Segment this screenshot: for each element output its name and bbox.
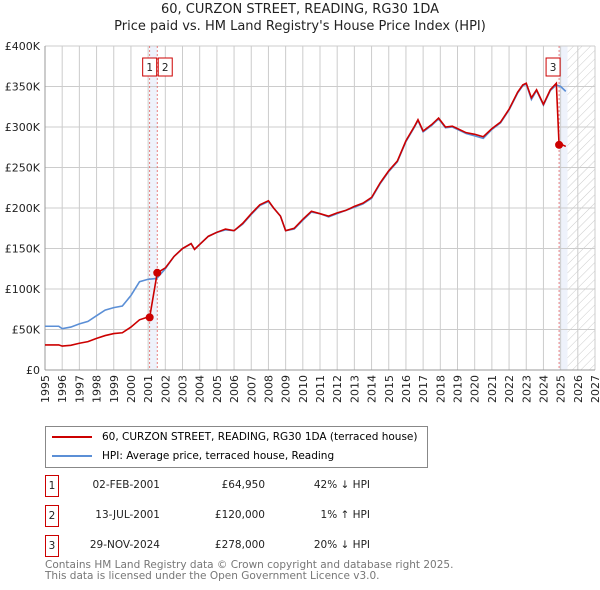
- sale-hpi-diff: 20% ↓ HPI: [313, 539, 370, 551]
- legend-label: HPI: Average price, terraced house, Read…: [102, 450, 335, 462]
- sale-date: 13-JUL-2001: [95, 509, 160, 521]
- x-tick-label: 2002: [159, 375, 172, 403]
- x-tick-label: 2022: [503, 375, 516, 403]
- y-tick-label: £150K: [5, 243, 41, 256]
- price-paid-line: [45, 81, 567, 347]
- x-tick-label: 2015: [383, 375, 396, 403]
- sale-label: 2: [162, 62, 169, 74]
- x-tick-label: 2001: [142, 375, 155, 403]
- legend-item-property: 60, CURZON STREET, READING, RG30 1DA (te…: [52, 429, 417, 445]
- chart-title: 60, CURZON STREET, READING, RG30 1DA: [160, 2, 440, 17]
- x-tick-label: 2007: [245, 375, 258, 403]
- legend-label: 60, CURZON STREET, READING, RG30 1DA (te…: [102, 431, 418, 443]
- sale-date: 29-NOV-2024: [89, 539, 160, 551]
- sale-price: £64,950: [221, 479, 265, 491]
- x-tick-label: 2024: [537, 375, 550, 403]
- sale-label-box: [545, 57, 561, 77]
- y-tick-label: £50K: [12, 324, 41, 337]
- sale-date: 02-FEB-2001: [92, 479, 160, 491]
- legend: 60, CURZON STREET, READING, RG30 1DA (te…: [45, 426, 428, 468]
- x-tick-label: 2008: [262, 375, 275, 403]
- x-tick-label: 2025: [555, 375, 568, 403]
- sale-number: 1: [45, 475, 59, 497]
- sale-label-box: [157, 57, 173, 77]
- x-tick-label: 2016: [400, 375, 413, 403]
- x-tick-label: 1998: [91, 375, 104, 403]
- sale-price: £120,000: [214, 509, 265, 521]
- footer-line: Contains HM Land Registry data © Crown c…: [45, 559, 454, 571]
- y-tick-label: £100K: [5, 283, 41, 296]
- x-tick-label: 1997: [73, 375, 86, 403]
- footer: Contains HM Land Registry data © Crown c…: [45, 560, 453, 582]
- x-tick-label: 2017: [417, 375, 430, 403]
- red-line-swatch: [52, 436, 92, 438]
- x-tick-label: 1999: [108, 375, 121, 403]
- sale-point: [145, 313, 154, 322]
- sale-number: 2: [45, 505, 59, 527]
- x-tick-label: 2009: [280, 375, 293, 403]
- price-chart: 1995 1996 1997 1998 1999 2000 2001 2002 2003 2004…: [5, 40, 600, 403]
- sale-label-box: [142, 57, 158, 77]
- hpi-line: [45, 82, 567, 330]
- sale-hpi-diff: 1% ↑ HPI: [320, 509, 370, 521]
- footer-line: This data is licensed under the Open Gov…: [45, 570, 380, 582]
- sale-point: [153, 268, 162, 277]
- y-tick-label: £250K: [5, 162, 41, 175]
- x-tick-label: 2000: [125, 375, 138, 403]
- y-tick-label: £350K: [5, 81, 41, 94]
- x-tick-label: 2023: [520, 375, 533, 403]
- sale-point: [555, 140, 564, 149]
- x-tick-label: 2018: [434, 375, 447, 403]
- x-tick-label: 2003: [177, 375, 190, 403]
- x-tick-label: 2013: [348, 375, 361, 403]
- blue-line-swatch: [52, 455, 92, 457]
- x-tick-label: 2004: [194, 375, 207, 403]
- x-tick-label: 2012: [331, 375, 344, 403]
- x-tick-label: 2005: [211, 375, 224, 403]
- x-tick-label: 2006: [228, 375, 241, 403]
- x-tick-label: 1995: [39, 375, 52, 403]
- sale-label: 1: [146, 62, 153, 74]
- x-tick-label: 2011: [314, 375, 327, 403]
- chart-subtitle: Price paid vs. HM Land Registry's House …: [114, 19, 486, 34]
- y-tick-label: £400K: [5, 40, 41, 53]
- x-tick-label: 2014: [366, 375, 379, 403]
- x-tick-label: 2021: [486, 375, 499, 403]
- x-tick-label: 2010: [297, 375, 310, 403]
- y-tick-label: £200K: [5, 202, 41, 215]
- x-tick-label: 2020: [469, 375, 482, 403]
- x-tick-label: 2027: [589, 375, 600, 403]
- sale-number: 3: [45, 535, 59, 557]
- legend-item-hpi: HPI: Average price, terraced house, Read…: [52, 448, 334, 464]
- y-tick-label: £300K: [5, 121, 41, 134]
- sale-label: 3: [550, 62, 557, 74]
- x-tick-label: 2019: [452, 375, 465, 403]
- x-tick-label: 1996: [56, 375, 69, 403]
- y-tick-label: £0: [26, 364, 40, 377]
- x-tick-label: 2026: [572, 375, 585, 403]
- sale-price: £278,000: [214, 539, 265, 551]
- sale-hpi-diff: 42% ↓ HPI: [313, 479, 370, 491]
